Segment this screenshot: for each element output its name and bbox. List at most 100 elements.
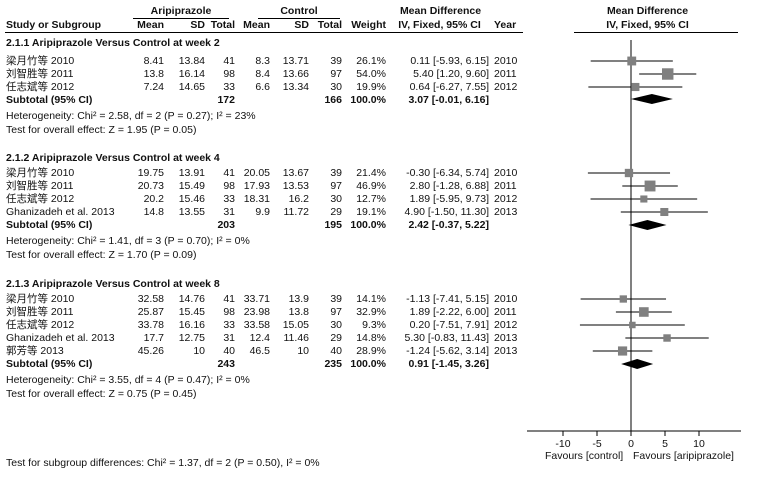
- experimental-group-header: Aripiprazole: [150, 5, 212, 17]
- mean-ctl: 20.05: [243, 167, 270, 179]
- sd-exp: 15.46: [178, 193, 205, 205]
- sd-exp: 13.84: [178, 55, 205, 67]
- subtotal-md-ci: 0.91 [-1.45, 3.26]: [408, 358, 489, 370]
- sd-ctl: 11.72: [283, 206, 310, 218]
- header-rule-right: [574, 32, 738, 33]
- column-mean-exp: Mean: [137, 19, 164, 31]
- column-total-ctl: Total: [317, 19, 342, 31]
- mean-exp: 19.75: [137, 167, 164, 179]
- total-exp: 41: [223, 167, 235, 179]
- mean-exp: 13.8: [143, 68, 164, 80]
- mean-ctl: 12.4: [249, 332, 270, 344]
- md-ci: 5.40 [1.20, 9.60]: [413, 68, 489, 80]
- favours-right-label: Favours [aripiprazole]: [633, 450, 734, 462]
- weight: 9.3%: [362, 319, 386, 331]
- x-tick-label: -10: [555, 438, 570, 450]
- md-ci: 0.11 [-5.93, 6.15]: [410, 55, 489, 67]
- sd-exp: 16.14: [178, 68, 205, 80]
- sd-ctl: 16.2: [288, 193, 309, 205]
- study-point-estimate: [627, 56, 637, 66]
- heterogeneity-text: Heterogeneity: Chi² = 2.58, df = 2 (P = …: [6, 110, 256, 122]
- year: 2010: [494, 55, 518, 67]
- weight: 32.9%: [356, 306, 386, 318]
- x-tick-label: -5: [592, 438, 601, 450]
- md-ci: -1.24 [-5.62, 3.14]: [406, 345, 489, 357]
- md-ci: 1.89 [-2.22, 6.00]: [409, 306, 489, 318]
- mean-exp: 14.8: [143, 206, 164, 218]
- weight: 14.8%: [356, 332, 386, 344]
- md-ci: 4.90 [-1.50, 11.30]: [404, 206, 489, 218]
- md-ci: 0.64 [-6.27, 7.55]: [409, 81, 489, 93]
- sd-ctl: 13.8: [288, 306, 309, 318]
- sd-ctl: 10: [297, 345, 309, 357]
- subtotal-total-exp: 203: [217, 219, 235, 231]
- pooled-diamond: [630, 94, 673, 104]
- total-exp: 98: [223, 180, 235, 192]
- heterogeneity-text: Heterogeneity: Chi² = 3.55, df = 4 (P = …: [6, 374, 250, 386]
- overall-effect-text: Test for overall effect: Z = 1.95 (P = 0…: [6, 124, 197, 136]
- sd-ctl: 13.66: [282, 68, 309, 80]
- subtotal-label: Subtotal (95% CI): [6, 94, 93, 106]
- mean-exp: 20.2: [143, 193, 164, 205]
- study-point-estimate: [617, 346, 628, 356]
- year: 2011: [494, 306, 517, 318]
- mean-difference-header: Mean Difference: [399, 5, 482, 17]
- weight: 12.7%: [356, 193, 386, 205]
- year: 2012: [494, 319, 518, 331]
- sd-ctl: 13.53: [282, 180, 309, 192]
- year: 2012: [494, 81, 518, 93]
- column-year: Year: [494, 19, 517, 31]
- mean-ctl: 33.58: [243, 319, 270, 331]
- subtotal-total-exp: 243: [217, 358, 235, 370]
- column-mean-ctl: Mean: [243, 19, 270, 31]
- year: 2012: [494, 193, 518, 205]
- experimental-underline: [133, 18, 229, 19]
- x-tick-label: 0: [628, 438, 634, 450]
- overall-effect-text: Test for overall effect: Z = 0.75 (P = 0…: [6, 388, 197, 400]
- subtotal-total-ctl: 195: [324, 219, 342, 231]
- total-exp: 33: [223, 193, 235, 205]
- total-exp: 41: [223, 293, 235, 305]
- sd-exp: 16.16: [178, 319, 205, 331]
- mean-ctl: 9.9: [255, 206, 270, 218]
- study-point-estimate: [661, 68, 674, 80]
- year: 2013: [494, 332, 518, 344]
- sd-exp: 12.75: [178, 332, 205, 344]
- weight: 19.9%: [356, 81, 386, 93]
- sd-ctl: 13.67: [282, 167, 309, 179]
- weight: 54.0%: [356, 68, 386, 80]
- weight: 28.9%: [356, 345, 386, 357]
- subgroup-differences-text: Test for subgroup differences: Chi² = 1.…: [6, 457, 320, 469]
- year: 2013: [494, 206, 518, 218]
- year: 2011: [494, 68, 517, 80]
- total-ctl: 29: [330, 332, 342, 344]
- study-name: 梁月竹等 2010: [6, 55, 75, 67]
- subtotal-label: Subtotal (95% CI): [6, 219, 93, 231]
- column-total-exp: Total: [210, 19, 235, 31]
- mean-exp: 25.87: [137, 306, 164, 318]
- total-ctl: 39: [330, 167, 342, 179]
- mean-ctl: 23.98: [243, 306, 270, 318]
- weight: 14.1%: [356, 293, 386, 305]
- sd-exp: 14.76: [178, 293, 205, 305]
- mean-ctl: 46.5: [249, 345, 270, 357]
- mean-exp: 33.78: [137, 319, 164, 331]
- study-name: 任志斌等 2012: [6, 319, 75, 331]
- sd-exp: 13.55: [178, 206, 205, 218]
- total-ctl: 97: [330, 180, 342, 192]
- total-ctl: 29: [330, 206, 342, 218]
- study-name: 梁月竹等 2010: [6, 293, 75, 305]
- column-weight: Weight: [351, 19, 386, 31]
- weight: 19.1%: [356, 206, 386, 218]
- sd-exp: 15.45: [178, 306, 205, 318]
- study-name: 刘智胜等 2011: [6, 306, 74, 318]
- study-point-estimate: [644, 180, 656, 192]
- sd-ctl: 15.05: [282, 319, 309, 331]
- weight: 46.9%: [356, 180, 386, 192]
- subtotal-total-ctl: 166: [324, 94, 342, 106]
- md-ci: 5.30 [-0.83, 11.43]: [404, 332, 489, 344]
- total-ctl: 39: [330, 293, 342, 305]
- sd-ctl: 13.34: [282, 81, 309, 93]
- group-2-title: 2.1.2 Aripiprazole Versus Control at wee…: [6, 152, 220, 164]
- sd-exp: 10: [193, 345, 205, 357]
